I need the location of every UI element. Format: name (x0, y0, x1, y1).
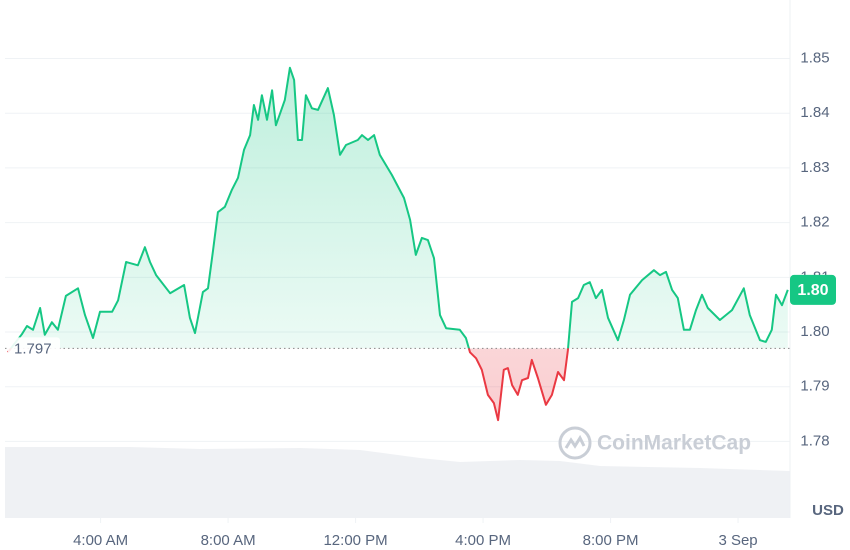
watermark: CoinMarketCap (558, 426, 751, 460)
baseline-badge (8, 337, 60, 360)
plot (5, 66, 790, 422)
y-tick-label: 1.85 (800, 49, 829, 66)
watermark-text: CoinMarketCap (597, 432, 751, 455)
baseline-label: 1.797 (14, 340, 52, 357)
x-tick-label: 4:00 AM (73, 532, 128, 549)
x-tick-label: 8:00 PM (583, 532, 639, 549)
area-up (10, 67, 788, 349)
volume-area (5, 447, 790, 518)
y-tick-label: 1.78 (800, 432, 829, 449)
x-tick-label: 3 Sep (718, 532, 757, 549)
y-tick-label: 1.82 (800, 214, 829, 231)
price-badge-label: 1.80 (797, 282, 828, 299)
x-tick-label: 4:00 PM (455, 532, 511, 549)
y-tick-label: 1.80 (800, 323, 829, 340)
y-tick-label: 1.83 (800, 159, 829, 176)
unit-label: USD (812, 502, 844, 519)
x-tick-label: 8:00 AM (201, 532, 256, 549)
y-tick-label: 1.79 (800, 378, 829, 395)
y-tick-label: 1.84 (800, 104, 829, 121)
price-line-up (9, 66, 789, 349)
price-badge (790, 274, 836, 305)
x-tick-label: 12:00 PM (323, 532, 387, 549)
